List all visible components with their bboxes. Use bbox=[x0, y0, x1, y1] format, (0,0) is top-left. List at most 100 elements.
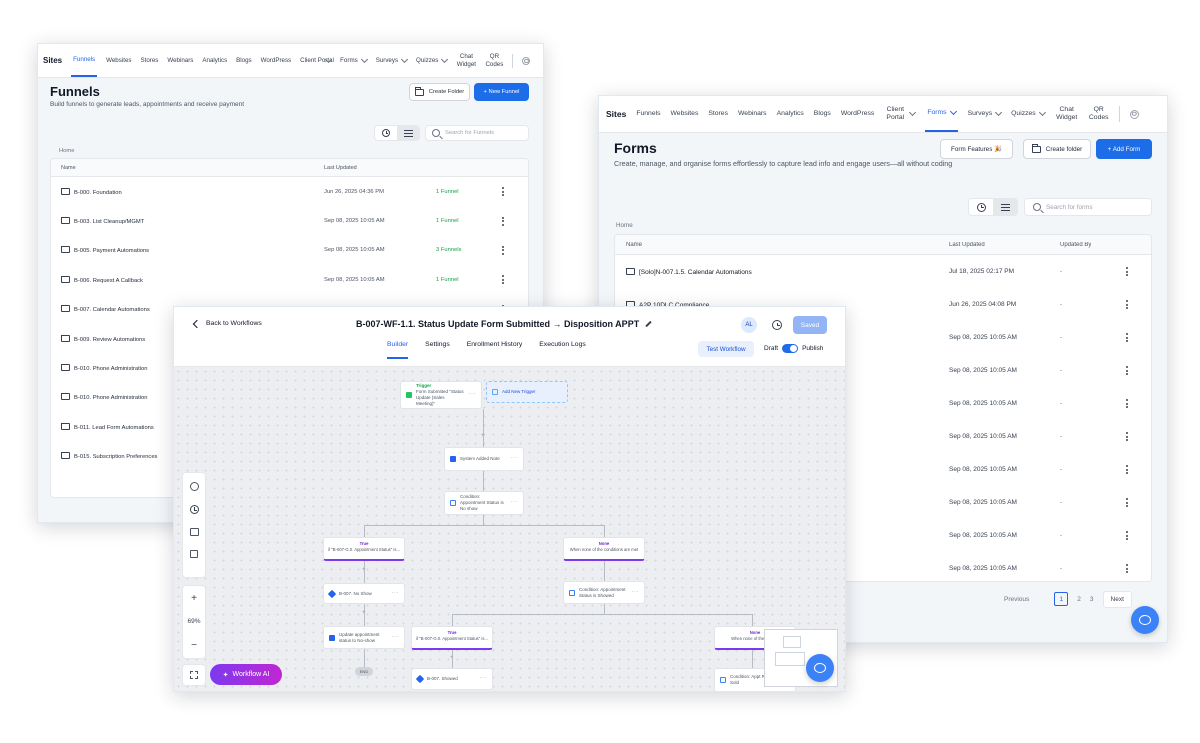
branch-true-2[interactable]: True if "B-007-G.0. Appointment Status" i… bbox=[411, 626, 493, 650]
publish-toggle[interactable] bbox=[782, 344, 799, 353]
search-input[interactable]: Search for Funnels bbox=[425, 125, 529, 141]
more-icon[interactable]: ··· bbox=[510, 499, 518, 506]
recent-view-button[interactable] bbox=[375, 126, 397, 140]
prev-page-button[interactable]: Previous bbox=[1004, 595, 1030, 603]
trigger-node[interactable]: Trigger Form Submitted "Status Update (Sa… bbox=[400, 381, 482, 409]
saved-button[interactable]: Saved bbox=[793, 316, 827, 334]
table-row[interactable]: B-003. List Cleanup/MGMT Sep 08, 2025 10:… bbox=[51, 206, 528, 235]
tab-execution-logs[interactable]: Execution Logs bbox=[539, 341, 586, 348]
back-to-workflows-link[interactable]: Back to Workflows bbox=[192, 319, 262, 328]
table-row[interactable]: Sep 08, 2025 10:05 AM - bbox=[615, 420, 1151, 453]
nav-webinars[interactable]: Webinars bbox=[167, 56, 194, 64]
more-icon[interactable]: ··· bbox=[391, 589, 399, 596]
more-icon[interactable] bbox=[1126, 498, 1128, 507]
workflow-canvas[interactable]: + + + + Trigger Form Submitted "Status Up… bbox=[174, 367, 845, 691]
nav-funnels[interactable]: Funnels bbox=[636, 109, 661, 117]
nav-stores[interactable]: Stores bbox=[708, 109, 728, 117]
pencil-icon[interactable] bbox=[645, 320, 652, 328]
tab-settings[interactable]: Settings bbox=[425, 341, 450, 348]
page-1-button[interactable]: 1 bbox=[1054, 592, 1069, 606]
more-icon[interactable] bbox=[1126, 333, 1128, 342]
more-icon[interactable] bbox=[502, 275, 504, 285]
branch-none-1[interactable]: None When none of the conditions are met bbox=[563, 537, 645, 561]
gear-icon[interactable] bbox=[1129, 109, 1139, 119]
add-form-button[interactable]: + Add Form bbox=[1096, 139, 1152, 159]
nav-funnels[interactable]: Funnels bbox=[71, 44, 98, 77]
sticky-note-icon[interactable] bbox=[190, 550, 198, 558]
nav-client-portal[interactable]: Client Portal bbox=[884, 106, 917, 123]
recent-view-button[interactable] bbox=[969, 199, 993, 215]
nav-websites[interactable]: Websites bbox=[670, 109, 699, 117]
nav-quizzes[interactable]: Quizzes bbox=[1011, 108, 1046, 118]
internal-note-node[interactable]: System Added Note ··· bbox=[444, 447, 524, 471]
tag-no-show-node[interactable]: B-007. No Show ··· bbox=[323, 583, 405, 604]
comment-icon[interactable] bbox=[189, 528, 199, 536]
avatar[interactable]: AL bbox=[741, 317, 757, 333]
chat-widget-button[interactable] bbox=[1131, 606, 1159, 634]
check-circle-icon[interactable] bbox=[189, 482, 199, 491]
condition-node-2[interactable]: Condition: Appointment Status is Showed … bbox=[563, 581, 645, 604]
funnel-count[interactable]: 1 Funnel bbox=[436, 188, 459, 195]
page-3-button[interactable]: 3 bbox=[1089, 595, 1094, 603]
nav-forms[interactable]: Forms bbox=[925, 96, 958, 132]
more-icon[interactable] bbox=[502, 245, 504, 255]
gear-icon[interactable] bbox=[522, 56, 531, 65]
form-features-button[interactable]: Form Features 🎉 bbox=[940, 139, 1013, 159]
table-row[interactable]: Sep 08, 2025 10:05 AM - bbox=[615, 387, 1151, 420]
nav-analytics[interactable]: Analytics bbox=[776, 109, 804, 117]
chat-widget-button[interactable] bbox=[806, 654, 834, 682]
funnel-count[interactable]: 1 Funnel bbox=[436, 276, 459, 283]
nav-surveys[interactable]: Surveys bbox=[376, 55, 409, 65]
nav-wordpress[interactable]: WordPress bbox=[840, 109, 875, 117]
table-row[interactable]: Sep 08, 2025 10:05 AM - bbox=[615, 519, 1151, 552]
more-icon[interactable]: ··· bbox=[479, 675, 487, 682]
more-icon[interactable] bbox=[502, 187, 504, 197]
zoom-out-button[interactable]: − bbox=[191, 639, 197, 651]
tag-showed-node[interactable]: B-007. Showed ··· bbox=[411, 668, 493, 690]
page-2-button[interactable]: 2 bbox=[1077, 595, 1081, 603]
table-row[interactable]: [Solo]N-007.1.5. Calendar Automations Jul… bbox=[615, 255, 1151, 288]
nav-surveys[interactable]: Surveys bbox=[968, 108, 1003, 118]
table-row[interactable]: B-005. Payment Automations Sep 08, 2025 1… bbox=[51, 236, 528, 265]
more-icon[interactable]: ··· bbox=[510, 455, 518, 462]
more-icon[interactable] bbox=[1126, 267, 1128, 276]
more-icon[interactable]: ··· bbox=[631, 588, 639, 595]
more-icon[interactable]: ··· bbox=[391, 633, 399, 640]
more-icon[interactable] bbox=[502, 216, 504, 226]
fit-view-button[interactable] bbox=[182, 664, 206, 686]
update-status-node[interactable]: Update appointment status to No-show ··· bbox=[323, 626, 405, 649]
condition-node-1[interactable]: Condition: Appointment Status is No show… bbox=[444, 491, 524, 515]
clock-icon[interactable] bbox=[189, 505, 199, 514]
nav-wordpress[interactable]: WordPress bbox=[260, 56, 292, 64]
funnel-count[interactable]: 1 Funnel bbox=[436, 218, 459, 225]
nav-websites[interactable]: Websites bbox=[106, 56, 132, 64]
table-row[interactable]: Sep 08, 2025 10:05 AM - bbox=[615, 321, 1151, 354]
more-icon[interactable] bbox=[1126, 300, 1128, 309]
table-row[interactable]: B-000. Foundation Jun 26, 2025 04:36 PM 1 … bbox=[51, 177, 528, 206]
nav-forms[interactable]: Forms bbox=[340, 55, 368, 65]
create-folder-button[interactable]: Create Folder bbox=[409, 83, 470, 101]
funnel-count[interactable]: 3 Funnels bbox=[436, 247, 462, 254]
branch-true-1[interactable]: True if "B-007-G.0. Appointment Status" i… bbox=[323, 537, 405, 561]
table-row[interactable]: Sep 08, 2025 10:05 AM - bbox=[615, 354, 1151, 387]
workflow-ai-button[interactable]: ✦ Workflow AI bbox=[210, 664, 282, 685]
nav-chat-widget[interactable]: Chat Widget bbox=[1056, 105, 1078, 121]
list-view-button[interactable] bbox=[397, 126, 419, 140]
nav-blogs[interactable]: Blogs bbox=[813, 109, 831, 117]
nav-chat-widget[interactable]: Chat Widget bbox=[456, 52, 477, 68]
table-row[interactable]: Sep 08, 2025 10:05 AM - bbox=[615, 552, 1151, 581]
list-view-button[interactable] bbox=[993, 199, 1017, 215]
nav-stores[interactable]: Stores bbox=[140, 56, 159, 64]
table-row[interactable]: Sep 08, 2025 10:05 AM - bbox=[615, 453, 1151, 486]
more-icon[interactable] bbox=[1126, 399, 1128, 408]
tab-enrollment-history[interactable]: Enrollment History bbox=[466, 341, 523, 348]
nav-analytics[interactable]: Analytics bbox=[202, 56, 228, 64]
more-icon[interactable] bbox=[1126, 366, 1128, 375]
table-row[interactable]: Sep 08, 2025 10:05 AM - bbox=[615, 486, 1151, 519]
more-icon[interactable]: ··· bbox=[468, 391, 476, 398]
add-trigger-node[interactable]: Add New Trigger bbox=[486, 381, 568, 403]
nav-qr-codes[interactable]: QR Codes bbox=[1088, 105, 1109, 121]
next-page-button[interactable]: Next bbox=[1102, 590, 1132, 608]
table-row[interactable]: B-006. Request A Callback Sep 08, 2025 10… bbox=[51, 265, 528, 294]
search-input[interactable]: Search for forms bbox=[1024, 198, 1152, 216]
